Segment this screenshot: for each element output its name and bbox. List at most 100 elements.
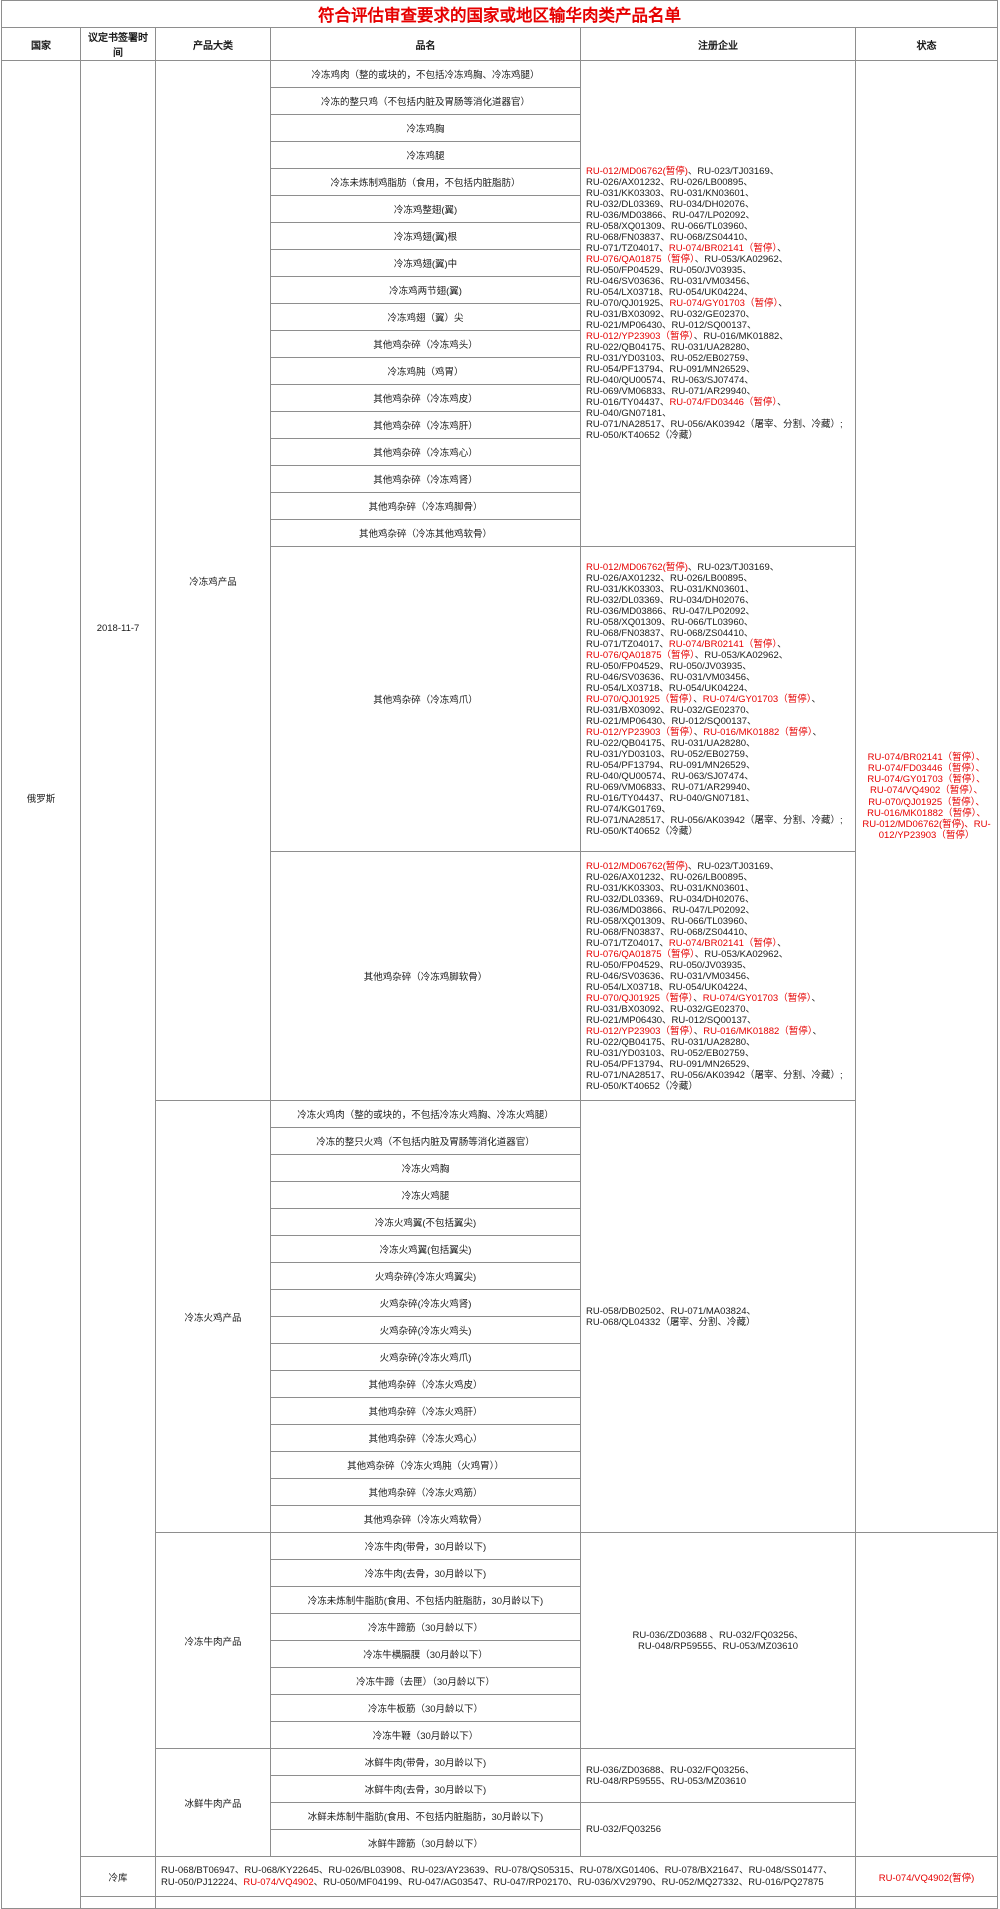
product-cell: 冷冻未炼制鸡脂肪（食用，不包括内脏脂肪） (270, 168, 581, 196)
table-row: 其他鸡杂碎（冷冻火鸡肝） (2, 1397, 998, 1425)
product-cell-chicken-cartilage: 其他鸡杂碎（冷冻鸡脚软骨） (270, 851, 581, 1101)
product-cell: 冷冻牛板筋（30月龄以下） (270, 1694, 581, 1722)
category-cell-chilled-beef: 冰鲜牛肉产品 (155, 1748, 271, 1857)
enterprise-cell-chicken-main: RU-012/MD06762(暂停)、RU-023/TJ03169、 RU-026… (580, 60, 856, 547)
product-cell: 冰鲜牛蹄筋（30月龄以下） (270, 1829, 581, 1857)
protocol-date-cell: 2018-11-7 (80, 60, 156, 1857)
table-row: 火鸡杂碎(冷冻火鸡爪) (2, 1343, 998, 1371)
empty-cell (155, 1896, 856, 1909)
product-cell: 冷冻鸡胸 (270, 114, 581, 142)
product-cell: 冷冻牛肉(带骨，30月龄以下) (270, 1532, 581, 1560)
product-cell: 其他鸡杂碎（冷冻鸡头） (270, 330, 581, 358)
table-row: 冷冻鸡翅（翼）尖 (2, 303, 998, 331)
enterprise-cell-turkey: RU-058/DB02502、RU-071/MA03824、 RU-068/QL0… (580, 1100, 856, 1533)
empty-partial-row (2, 1896, 999, 1909)
empty-cell (854, 1896, 999, 1909)
header-row: 国家 议定书签署时间 产品大类 品名 注册企业 状态 (1, 27, 999, 61)
enterprise-cell-beef: RU-036/ZD03688 、RU-032/FQ03256、 RU-048/RP… (580, 1532, 856, 1749)
product-cell: 冷冻火鸡翼(包括翼尖) (270, 1235, 581, 1263)
product-cell: 冷冻鸡翅(翼)中 (270, 249, 581, 277)
product-cell: 冷冻鸡翅(翼)根 (270, 222, 581, 250)
product-cell: 冷冻火鸡肉（整的或块的，不包括冷冻火鸡胸、冷冻火鸡腿） (270, 1100, 581, 1128)
product-cell: 冷冻火鸡胸 (270, 1154, 581, 1182)
col-header-status: 状态 (854, 27, 999, 61)
enterprise-cell-chicken-claw: RU-012/MD06762(暂停)、RU-023/TJ03169、 RU-026… (580, 546, 856, 852)
table-row: 冷冻火鸡产品 冷冻火鸡肉（整的或块的，不包括冷冻火鸡胸、冷冻火鸡腿） RU-05… (2, 1100, 998, 1533)
category-cell-frozen-beef: 冷冻牛肉产品 (155, 1532, 271, 1749)
table-row: 其他鸡杂碎（冷冻火鸡软骨） (2, 1505, 998, 1533)
enterprise-cell-chicken-cartilage: RU-012/MD06762(暂停)、RU-023/TJ03169、 RU-026… (580, 851, 856, 1101)
cold-storage-row: 冷库 RU-068/BT06947、RU-068/KY22645、RU-026/… (2, 1856, 999, 1897)
table-row: 其他鸡杂碎（冷冻鸡爪） RU-012/MD06762(暂停)、RU-023/TJ… (2, 546, 998, 852)
product-cell: 冰鲜牛肉(去骨，30月龄以下) (270, 1775, 581, 1803)
product-cell: 其他鸡杂碎（冷冻火鸡肝） (270, 1397, 581, 1425)
product-cell: 冰鲜未炼制牛脂肪(食用、不包括内脏脂肪，30月龄以下) (270, 1802, 581, 1830)
table-row: 其他鸡杂碎（冷冻鸡脚软骨） RU-012/MD06762(暂停)、RU-023/… (2, 851, 998, 1101)
product-cell: 冷冻火鸡腿 (270, 1181, 581, 1209)
table-row: 冷冻牛板筋（30月龄以下） (2, 1694, 998, 1722)
table-row: 冰鲜未炼制牛脂肪(食用、不包括内脏脂肪，30月龄以下) RU-032/FQ032… (2, 1802, 998, 1857)
product-cell: 其他鸡杂碎（冷冻火鸡肫（火鸡胃）） (270, 1451, 581, 1479)
product-cell: 火鸡杂碎(冷冻火鸡肾) (270, 1289, 581, 1317)
product-cell: 冷冻牛蹄筋（30月龄以下） (270, 1613, 581, 1641)
product-cell: 其他鸡杂碎（冷冻鸡脚骨） (270, 492, 581, 520)
table-row: 其他鸡杂碎（冷冻其他鸡软骨） (2, 519, 998, 547)
product-cell: 冷冻牛蹄（去匣）（30月龄以下） (270, 1667, 581, 1695)
table-row: 冷冻牛横膈膜（30月龄以下） (2, 1640, 998, 1668)
cold-storage-label-cell: 冷库 (80, 1856, 156, 1897)
product-cell: 冰鲜牛肉(带骨，30月龄以下) (270, 1748, 581, 1776)
table-row: 其他鸡杂碎（冷冻鸡头） (2, 330, 998, 358)
table-row: 冰鲜牛肉产品 冰鲜牛肉(带骨，30月龄以下) RU-036/ZD03688、RU… (2, 1748, 998, 1857)
product-cell: 冷冻火鸡翼(不包括翼尖) (270, 1208, 581, 1236)
col-header-category: 产品大类 (155, 27, 271, 61)
product-cell: 其他鸡杂碎（冷冻鸡皮） (270, 384, 581, 412)
table-row: 其他鸡杂碎（冷冻鸡肝） (2, 411, 998, 439)
col-header-protocol-date: 议定书签署时间 (80, 27, 156, 61)
product-cell: 冷冻的整只鸡（不包括内脏及胃肠等消化道器官） (270, 87, 581, 115)
table-row: 冷冻未炼制牛脂肪(食用、不包括内脏脂肪，30月龄以下) (2, 1586, 998, 1614)
title-row: 符合评估审查要求的国家或地区输华肉类产品名单 (0, 0, 999, 28)
product-cell: 其他鸡杂碎（冷冻鸡肝） (270, 411, 581, 439)
product-cell: 冷冻鸡翅（翼）尖 (270, 303, 581, 331)
product-cell: 其他鸡杂碎（冷冻火鸡皮） (270, 1370, 581, 1398)
product-cell: 火鸡杂碎(冷冻火鸡爪) (270, 1343, 581, 1371)
product-cell: 冷冻的整只火鸡（不包括内脏及胃肠等消化道器官） (270, 1127, 581, 1155)
product-cell: 冷冻牛肉(去骨，30月龄以下) (270, 1559, 581, 1587)
empty-cell (80, 1896, 156, 1909)
product-cell: 其他鸡杂碎（冷冻火鸡心） (270, 1424, 581, 1452)
category-cell-frozen-turkey: 冷冻火鸡产品 (155, 1100, 271, 1533)
product-cell: 冷冻鸡两节翅(翼) (270, 276, 581, 304)
table-row: 冷冻牛肉产品 冷冻牛肉(带骨，30月龄以下) RU-036/ZD03688 、R… (2, 1532, 999, 1857)
table-row: 冷冻火鸡胸 (2, 1154, 998, 1182)
product-cell: 其他鸡杂碎（冷冻鸡心） (270, 438, 581, 466)
col-header-country: 国家 (1, 27, 81, 61)
table-row: 火鸡杂碎(冷冻火鸡翼尖) (2, 1262, 998, 1290)
product-cell: 其他鸡杂碎（冷冻其他鸡软骨） (270, 519, 581, 547)
enterprise-cell-chilled-meat: RU-036/ZD03688、RU-032/FQ03256、 RU-048/RP5… (580, 1748, 856, 1803)
country-cell: 俄罗斯 (1, 60, 81, 1909)
product-cell-chicken-claw: 其他鸡杂碎（冷冻鸡爪） (270, 546, 581, 852)
table-row: 其他鸡杂碎（冷冻鸡脚骨） (2, 492, 998, 520)
col-header-enterprise: 注册企业 (580, 27, 856, 61)
enterprise-cell-chilled-fat: RU-032/FQ03256 (580, 1802, 856, 1857)
table-row: 俄罗斯 2018-11-7 冷冻鸡产品 冷冻鸡肉（整的或块的，不包括冷冻鸡胸、冷… (1, 60, 999, 1909)
product-cell: 冷冻未炼制牛脂肪(食用、不包括内脏脂肪，30月龄以下) (270, 1586, 581, 1614)
product-cell: 其他鸡杂碎（冷冻火鸡软骨） (270, 1505, 581, 1533)
product-cell: 其他鸡杂碎（冷冻火鸡筋） (270, 1478, 581, 1506)
product-cell: 冷冻鸡肉（整的或块的，不包括冷冻鸡胸、冷冻鸡腿） (270, 60, 581, 88)
table-row: 火鸡杂碎(冷冻火鸡头) (2, 1316, 998, 1344)
status-cell-empty (854, 1532, 999, 1857)
cold-storage-status-cell: RU-074/VQ4902(暂停) (854, 1856, 999, 1897)
product-cell: 冷冻鸡整翅(翼) (270, 195, 581, 223)
status-cell-main: RU-074/BR02141（暂停）、 RU-074/FD03446（暂停）、 RU… (854, 60, 999, 1533)
table-row: 冷冻鸡整翅(翼) (2, 195, 998, 223)
product-cell: 其他鸡杂碎（冷冻鸡肾） (270, 465, 581, 493)
product-cell: 火鸡杂碎(冷冻火鸡头) (270, 1316, 581, 1344)
table-row: 其他鸡杂碎（冷冻鸡心） (2, 438, 998, 466)
col-header-product: 品名 (270, 27, 581, 61)
category-cell-frozen-chicken: 冷冻鸡产品 (155, 60, 271, 1101)
table-row: 冷冻火鸡腿 (2, 1181, 998, 1209)
product-cell: 冷冻鸡腿 (270, 141, 581, 169)
